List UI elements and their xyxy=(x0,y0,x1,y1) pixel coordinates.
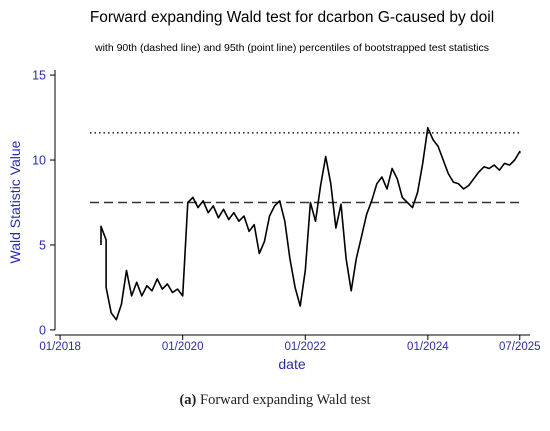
percentile-lines xyxy=(90,132,520,204)
wald-statistic-series-line xyxy=(100,127,521,321)
y-tick-label: 10 xyxy=(32,154,46,168)
x-tick-label: 07/2025 xyxy=(499,341,541,353)
caption-label: (a) xyxy=(179,392,197,408)
x-tick-label: 01/2022 xyxy=(284,341,326,353)
caption-text: Forward expanding Wald test xyxy=(200,392,371,408)
y-axis-label: Wald Statistic Value xyxy=(7,140,23,263)
chart-title: Forward expanding Wald test for dcarbon … xyxy=(90,9,494,26)
chart-subtitle: with 90th (dashed line) and 95th (point … xyxy=(94,42,489,54)
x-axis-ticks: 01/2018 01/2020 01/2022 01/2024 07/2025 xyxy=(39,335,541,353)
y-tick-label: 5 xyxy=(39,238,46,252)
series-lines xyxy=(100,127,521,321)
x-tick-label: 01/2020 xyxy=(162,341,204,353)
x-axis-label: date xyxy=(278,356,305,372)
y-axis-ticks: 0 5 10 15 xyxy=(32,69,55,337)
y-tick-label: 0 xyxy=(39,323,46,337)
x-tick-label: 01/2018 xyxy=(39,341,81,353)
x-tick-label: 01/2024 xyxy=(407,341,449,353)
figure-caption: (a) Forward expanding Wald test xyxy=(0,392,550,409)
y-tick-label: 15 xyxy=(32,69,46,83)
